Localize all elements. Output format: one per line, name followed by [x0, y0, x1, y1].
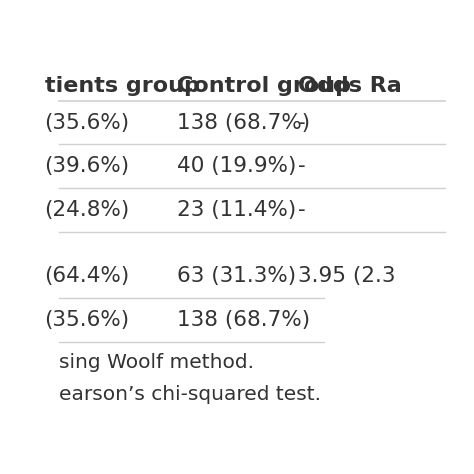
Text: (64.4%): (64.4%)	[45, 266, 130, 286]
Text: (35.6%): (35.6%)	[45, 310, 130, 329]
Text: 3.95 (2.3: 3.95 (2.3	[298, 266, 395, 286]
Text: sing Woolf method.: sing Woolf method.	[59, 353, 254, 372]
Text: (24.8%): (24.8%)	[45, 200, 130, 220]
Text: tients group: tients group	[45, 76, 200, 96]
Text: -: -	[298, 200, 306, 220]
Text: 138 (68.7%): 138 (68.7%)	[177, 310, 310, 329]
Text: Odds Ra: Odds Ra	[298, 76, 402, 96]
Text: Control group: Control group	[177, 76, 351, 96]
Text: 138 (68.7%): 138 (68.7%)	[177, 113, 310, 133]
Text: -: -	[298, 113, 306, 133]
Text: -: -	[298, 156, 306, 176]
Text: earson’s chi-squared test.: earson’s chi-squared test.	[59, 385, 321, 404]
Text: 63 (31.3%): 63 (31.3%)	[177, 266, 296, 286]
Text: 23 (11.4%): 23 (11.4%)	[177, 200, 296, 220]
Text: (35.6%): (35.6%)	[45, 113, 130, 133]
Text: (39.6%): (39.6%)	[45, 156, 130, 176]
Text: 40 (19.9%): 40 (19.9%)	[177, 156, 296, 176]
